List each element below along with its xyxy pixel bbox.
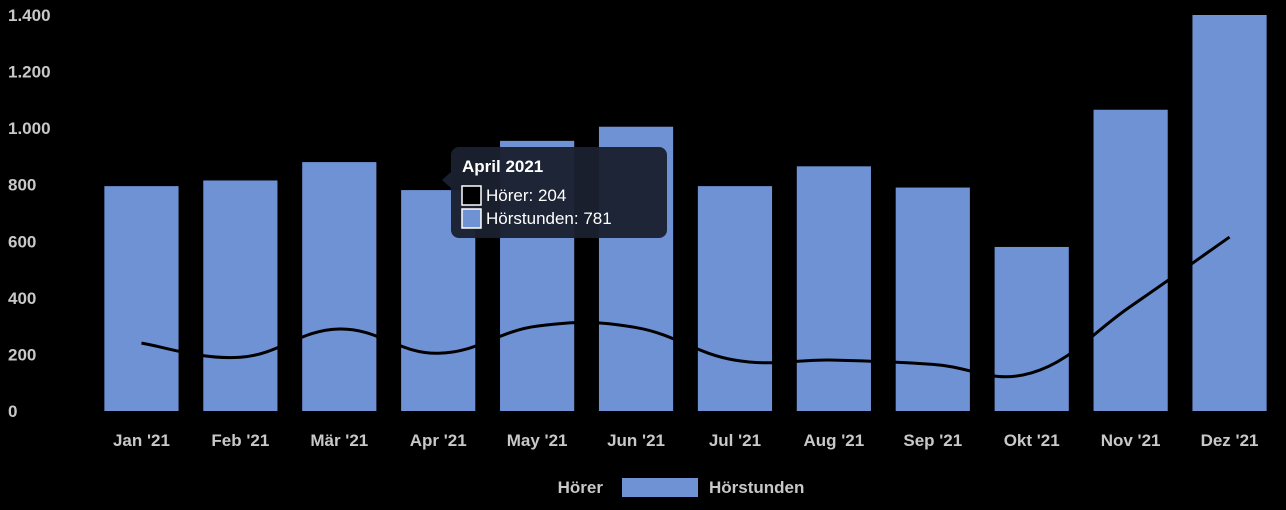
bar[interactable] [796,166,871,411]
tooltip-line-hoerstunden: Hörstunden: 781 [486,209,612,228]
bar[interactable] [1192,15,1267,411]
tooltip-title: April 2021 [462,157,543,176]
tooltip-line-hoerer: Hörer: 204 [486,186,566,205]
x-axis-ticks: Jan '21 Feb '21 Mär '21 Apr '21 May '21 Jun '… [113,431,1259,450]
y-tick-label: 600 [8,232,36,251]
legend-swatch-hoerstunden[interactable] [622,478,698,497]
y-tick-label: 0 [8,402,17,421]
tooltip-box [451,147,667,238]
x-tick-label: Nov '21 [1101,431,1161,450]
legend-label-hoerer[interactable]: Hörer [558,478,604,497]
line-series-hoerer[interactable] [141,235,1231,379]
bar[interactable] [697,186,773,411]
tooltip: April 2021 Hörer: 204 Hörstunden: 781 [442,147,667,238]
x-tick-label: Sep '21 [903,431,962,450]
y-tick-label: 1.400 [8,6,51,25]
y-tick-label: 800 [8,176,36,195]
tooltip-swatch-hoerstunden [461,208,482,229]
y-tick-label: 200 [8,345,36,364]
bar[interactable] [104,186,179,411]
tooltip-swatch-hoerer [461,185,482,206]
x-tick-label: Feb '21 [211,431,269,450]
x-tick-label: Aug '21 [804,431,865,450]
y-axis-ticks: 0 200 400 600 800 1.000 1.200 1.400 [8,6,51,421]
x-tick-label: Jul '21 [709,431,761,450]
x-tick-label: Apr '21 [410,431,467,450]
y-tick-label: 400 [8,289,36,308]
legend-label-hoerstunden[interactable]: Hörstunden [709,478,804,497]
x-tick-label: Mär '21 [310,431,368,450]
x-tick-label: Okt '21 [1004,431,1060,450]
legend[interactable]: Hörer Hörstunden [558,478,805,497]
y-tick-label: 1.000 [8,119,51,138]
x-tick-label: Jun '21 [607,431,665,450]
bar[interactable] [203,180,278,411]
bar[interactable] [994,246,1069,411]
bar[interactable] [1093,109,1168,411]
y-tick-label: 1.200 [8,63,51,82]
tooltip-arrow [442,172,451,188]
bar-series-hoerstunden[interactable] [104,15,1267,411]
x-tick-label: May '21 [507,431,568,450]
x-tick-label: Jan '21 [113,431,170,450]
x-tick-label: Dez '21 [1201,431,1259,450]
bar[interactable] [302,162,377,411]
bar[interactable] [895,187,970,411]
